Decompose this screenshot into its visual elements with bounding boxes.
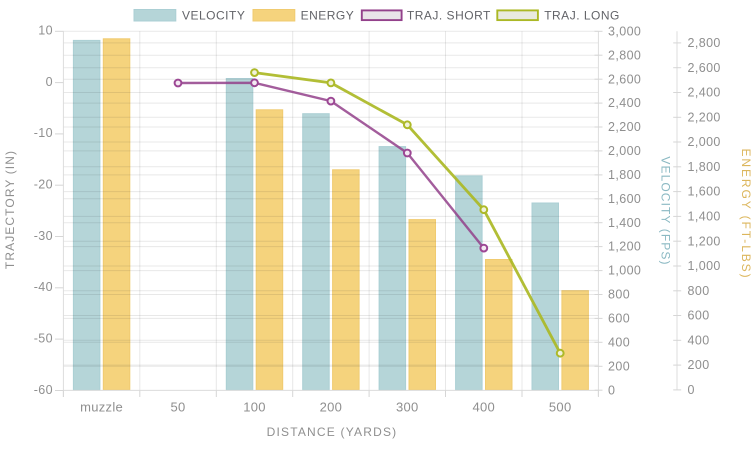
svg-text:2,200: 2,200 (608, 120, 641, 134)
svg-text:300: 300 (396, 400, 419, 415)
svg-text:1,200: 1,200 (688, 234, 721, 248)
svg-text:400: 400 (688, 333, 710, 347)
svg-text:400: 400 (473, 400, 496, 415)
svg-text:-20: -20 (34, 178, 53, 192)
svg-text:1,000: 1,000 (608, 264, 641, 278)
svg-text:0: 0 (46, 75, 53, 89)
svg-text:TRAJECTORY (IN): TRAJECTORY (IN) (3, 150, 17, 269)
svg-text:muzzle: muzzle (80, 400, 123, 415)
svg-text:200: 200 (320, 400, 343, 415)
svg-text:2,800: 2,800 (688, 36, 721, 50)
svg-text:ENERGY: ENERGY (301, 9, 355, 23)
svg-text:1,000: 1,000 (688, 259, 721, 273)
svg-text:3,000: 3,000 (608, 24, 641, 38)
svg-text:-10: -10 (34, 126, 53, 140)
svg-text:2,400: 2,400 (608, 96, 641, 110)
svg-text:800: 800 (688, 284, 710, 298)
svg-text:2,000: 2,000 (608, 144, 641, 158)
svg-text:-30: -30 (34, 229, 53, 243)
svg-text:-50: -50 (34, 331, 53, 345)
svg-text:2,600: 2,600 (608, 72, 641, 86)
svg-text:-40: -40 (34, 280, 53, 294)
svg-text:ENERGY (FT-LBS): ENERGY (FT-LBS) (739, 149, 753, 280)
svg-text:400: 400 (608, 335, 630, 349)
svg-text:1,200: 1,200 (608, 240, 641, 254)
svg-text:DISTANCE (YARDS): DISTANCE (YARDS) (267, 425, 398, 439)
svg-text:2,000: 2,000 (688, 135, 721, 149)
svg-text:1,600: 1,600 (608, 192, 641, 206)
svg-text:1,400: 1,400 (608, 216, 641, 230)
svg-text:TRAJ. SHORT: TRAJ. SHORT (407, 9, 491, 23)
svg-text:500: 500 (549, 400, 572, 415)
svg-text:200: 200 (608, 359, 630, 373)
svg-text:2,200: 2,200 (688, 110, 721, 124)
svg-text:0: 0 (688, 383, 695, 397)
svg-text:100: 100 (243, 400, 266, 415)
svg-text:600: 600 (688, 309, 710, 323)
svg-text:TRAJ. LONG: TRAJ. LONG (544, 9, 620, 23)
svg-text:2,400: 2,400 (688, 86, 721, 100)
svg-text:0: 0 (608, 383, 615, 397)
svg-text:1,800: 1,800 (608, 168, 641, 182)
svg-text:600: 600 (608, 312, 630, 326)
svg-text:2,600: 2,600 (688, 61, 721, 75)
svg-text:-60: -60 (34, 383, 53, 397)
svg-text:2,800: 2,800 (608, 48, 641, 62)
svg-text:10: 10 (38, 24, 53, 38)
svg-text:800: 800 (608, 288, 630, 302)
svg-text:1,600: 1,600 (688, 185, 721, 199)
svg-text:1,800: 1,800 (688, 160, 721, 174)
svg-text:VELOCITY: VELOCITY (182, 9, 245, 23)
svg-text:1,400: 1,400 (688, 210, 721, 224)
svg-text:200: 200 (688, 358, 710, 372)
svg-text:50: 50 (170, 400, 185, 415)
svg-text:VELOCITY (FPS): VELOCITY (FPS) (659, 156, 673, 265)
